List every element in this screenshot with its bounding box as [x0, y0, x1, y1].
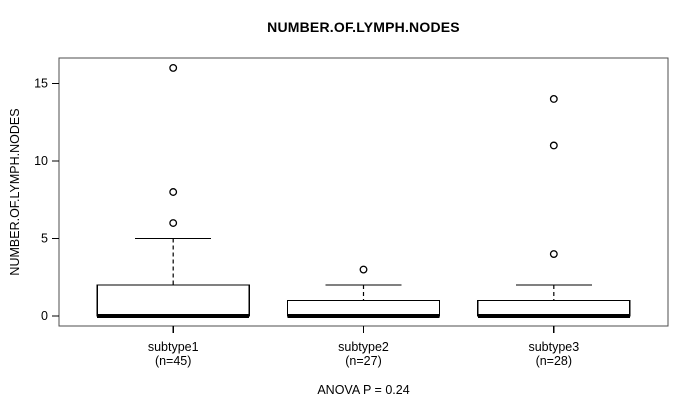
y-tick-label: 15	[34, 76, 48, 90]
x-sublabel-subtype2: (n=27)	[345, 354, 381, 368]
x-sublabel-subtype1: (n=45)	[155, 354, 191, 368]
outlier-subtype1-8	[169, 188, 178, 196]
x-label-subtype3: subtype3	[528, 340, 579, 354]
y-tick-label: 0	[41, 309, 48, 323]
x-label-subtype2: subtype2	[338, 340, 389, 354]
chart-title: NUMBER.OF.LYMPH.NODES	[267, 19, 460, 35]
x-sublabel-subtype3: (n=28)	[536, 354, 572, 368]
outlier-subtype3-11	[549, 141, 558, 150]
y-tick-label: 10	[34, 154, 48, 168]
outlier-subtype3-14	[549, 94, 558, 103]
anova-p-value: ANOVA P = 0.24	[317, 383, 410, 397]
box-subtype2	[286, 299, 441, 317]
outlier-subtype1-16	[169, 63, 178, 72]
box-subtype3	[477, 299, 631, 317]
box-subtype1	[96, 284, 250, 317]
x-label-subtype1: subtype1	[148, 340, 199, 354]
y-tick-label: 5	[41, 232, 48, 246]
outlier-subtype3-4	[549, 250, 558, 258]
outlier-subtype2-3	[359, 265, 368, 274]
outlier-subtype1-6	[169, 219, 178, 227]
